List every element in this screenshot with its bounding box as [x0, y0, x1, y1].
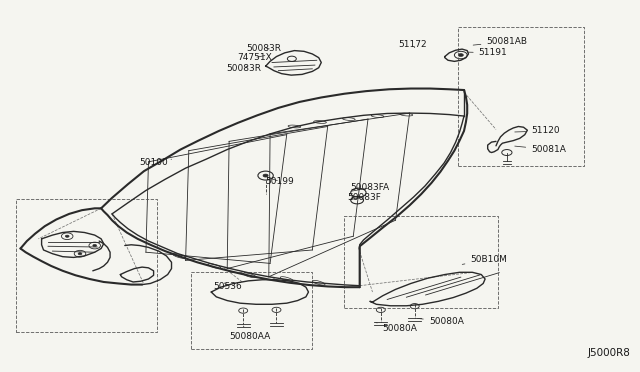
- Text: 50083R: 50083R: [246, 44, 282, 53]
- Text: 50083FA: 50083FA: [351, 183, 390, 192]
- Circle shape: [93, 244, 97, 247]
- Text: 50080A: 50080A: [376, 323, 417, 333]
- Text: 50536: 50536: [213, 282, 242, 291]
- Circle shape: [458, 54, 463, 57]
- Text: 50080A: 50080A: [417, 317, 463, 326]
- Text: 51172: 51172: [398, 40, 427, 49]
- Text: 50081A: 50081A: [515, 145, 566, 154]
- Text: J5000R8: J5000R8: [588, 348, 630, 358]
- Circle shape: [65, 235, 69, 237]
- Text: 50199: 50199: [266, 177, 294, 186]
- Circle shape: [263, 174, 268, 177]
- Text: 50081AB: 50081AB: [473, 37, 527, 46]
- Text: 50100: 50100: [140, 158, 172, 167]
- Text: 50083F: 50083F: [348, 193, 381, 202]
- Text: 51191: 51191: [468, 48, 508, 57]
- Text: 50080AA: 50080AA: [229, 326, 270, 341]
- Circle shape: [78, 253, 82, 255]
- Text: 74751X: 74751X: [237, 53, 271, 62]
- Text: 51120: 51120: [515, 126, 560, 135]
- Text: 50B10M: 50B10M: [462, 255, 508, 264]
- Text: 50083R: 50083R: [226, 64, 261, 73]
